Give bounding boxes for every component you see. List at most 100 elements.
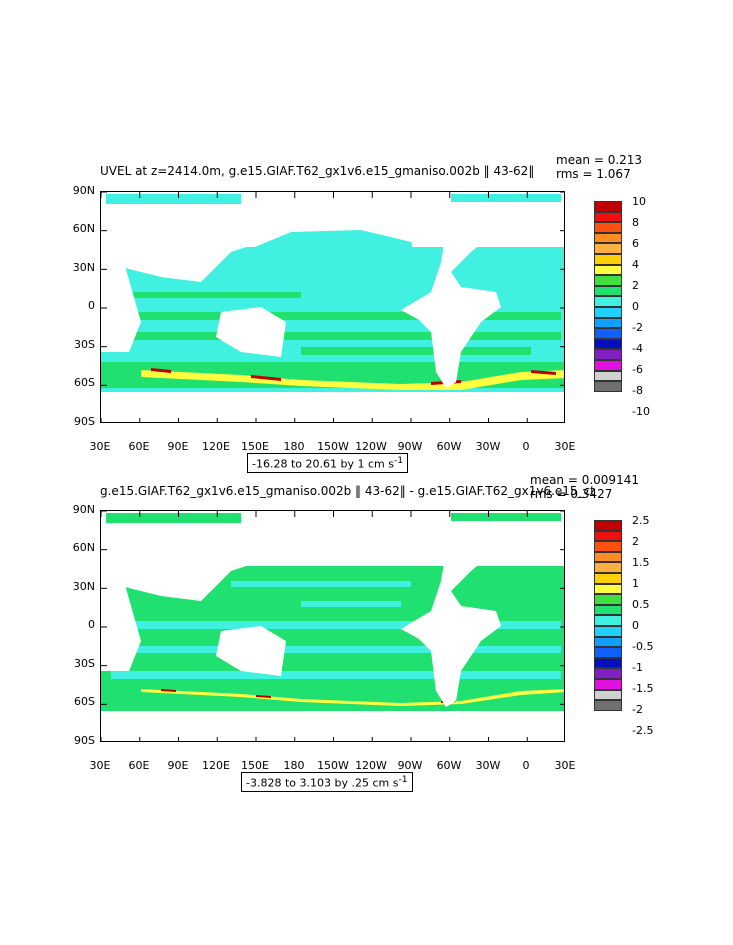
arctic-ocean <box>106 513 561 523</box>
legend-swatch <box>594 647 622 658</box>
rms-value: rms = 0.3427 <box>530 487 613 501</box>
legend-swatch <box>594 338 622 350</box>
lon-label: 150W <box>317 440 349 453</box>
mean-value: mean = 0.009141 <box>530 473 639 487</box>
legend-swatch <box>594 583 622 595</box>
lat-label: 90N <box>72 184 95 197</box>
lat-label: 90N <box>72 503 95 516</box>
legend-swatch <box>594 604 622 616</box>
legend-swatch <box>594 253 622 265</box>
lon-label: 150W <box>317 759 349 772</box>
lat-label: 60S <box>74 376 95 389</box>
lon-label: 90E <box>167 440 189 453</box>
legend-label: 10 <box>632 195 646 208</box>
lat-label: 0 <box>88 618 95 631</box>
legend-label: 1 <box>632 577 639 590</box>
lon-label: 0 <box>522 440 530 453</box>
contour-range-text: -3.828 to 3.103 by .25 cm s <box>246 776 399 790</box>
legend-swatch <box>594 285 622 297</box>
mean-value: mean = 0.213 <box>556 153 643 167</box>
lon-label: 60E <box>128 759 150 772</box>
legend-label: -4 <box>632 342 643 355</box>
legend-label: -1 <box>632 661 643 674</box>
lon-label: 120W <box>355 759 387 772</box>
legend-swatch <box>594 689 622 701</box>
lat-label: 30S <box>74 338 95 351</box>
lon-label: 90E <box>167 759 189 772</box>
legend-label: -6 <box>632 363 643 376</box>
legend-swatch <box>594 201 622 212</box>
legend-swatch <box>594 551 622 563</box>
lat-label: 90S <box>74 415 95 428</box>
lat-label: 30S <box>74 657 95 670</box>
legend-label: 2 <box>632 279 639 292</box>
contour-range-box: -3.828 to 3.103 by .25 cm s-1 <box>241 772 413 792</box>
legend-swatch <box>594 317 622 329</box>
legend-swatch <box>594 636 622 648</box>
legend-swatch <box>594 211 622 223</box>
legend-swatch <box>594 657 622 669</box>
legend-swatch <box>594 594 622 605</box>
legend-swatch <box>594 625 622 637</box>
legend-swatch <box>594 222 622 233</box>
arctic-ocean <box>106 194 561 204</box>
lon-label: 0 <box>522 759 530 772</box>
legend-label: 2.5 <box>632 514 650 527</box>
antarctica-land <box>101 392 564 422</box>
contour-range-box: -16.28 to 20.61 by 1 cm s-1 <box>247 453 409 473</box>
legend-label: -2.5 <box>632 724 654 737</box>
australia-land <box>216 626 286 676</box>
acc-yellow <box>141 689 564 706</box>
uvel-map <box>101 192 564 422</box>
lon-label: 180 <box>283 759 305 772</box>
legend-swatch <box>594 243 622 254</box>
legend-swatch <box>594 306 622 318</box>
legend-swatch <box>594 615 622 626</box>
legend-label: -10 <box>632 405 650 418</box>
north-pacific <box>231 230 419 302</box>
legend-swatch <box>594 370 622 382</box>
greenland-land <box>461 204 521 237</box>
greenland-land <box>461 523 521 556</box>
legend-swatch <box>594 275 622 286</box>
legend-swatch <box>594 520 622 531</box>
legend-label: -1.5 <box>632 682 654 695</box>
legend-label: 0.5 <box>632 598 650 611</box>
legend-label: 2 <box>632 535 639 548</box>
legend-label: -0.5 <box>632 640 654 653</box>
legend-label: 6 <box>632 237 639 250</box>
lat-label: 30N <box>72 261 95 274</box>
lon-label: 150E <box>241 440 269 453</box>
legend-swatch <box>594 541 622 552</box>
difference-map <box>101 511 564 741</box>
rms-value: rms = 1.067 <box>556 167 631 181</box>
lon-label: 120W <box>355 440 387 453</box>
eurasia-land <box>101 525 441 601</box>
lon-label: 30W <box>475 440 501 453</box>
legend-swatch <box>594 328 622 339</box>
antarctica-land <box>101 711 564 741</box>
legend-swatch <box>594 678 622 690</box>
eurasia-land <box>101 206 441 282</box>
legend-label: 8 <box>632 216 639 229</box>
lon-label: 60W <box>436 440 462 453</box>
contour-range-text: -16.28 to 20.61 by 1 cm s <box>252 457 394 471</box>
lon-label: 30E <box>89 759 111 772</box>
legend-swatch <box>594 232 622 244</box>
panel-title: UVEL at z=2414.0m, g.e15.GIAF.T62_gx1v6.… <box>100 164 535 178</box>
lon-label: 30W <box>475 759 501 772</box>
unit-exponent: -1 <box>393 455 404 466</box>
legend-label: 4 <box>632 258 639 271</box>
lon-label: 30E <box>554 759 576 772</box>
legend-label: 0 <box>632 619 639 632</box>
lon-label: 30E <box>89 440 111 453</box>
legend-label: -2 <box>632 321 643 334</box>
lon-label: 120E <box>202 440 230 453</box>
australia-land <box>216 307 286 357</box>
color-legend: 2.5 2 1.5 1 0.5 0 -0.5 -1 -1.5 -2 -2.5 <box>594 514 653 737</box>
legend-swatch <box>594 296 622 307</box>
legend-swatch <box>594 668 622 679</box>
legend-swatch <box>594 264 622 276</box>
color-legend: 10 8 6 4 2 0 -2 -4 -6 -8 -10 <box>594 195 650 418</box>
lon-label: 60E <box>128 440 150 453</box>
